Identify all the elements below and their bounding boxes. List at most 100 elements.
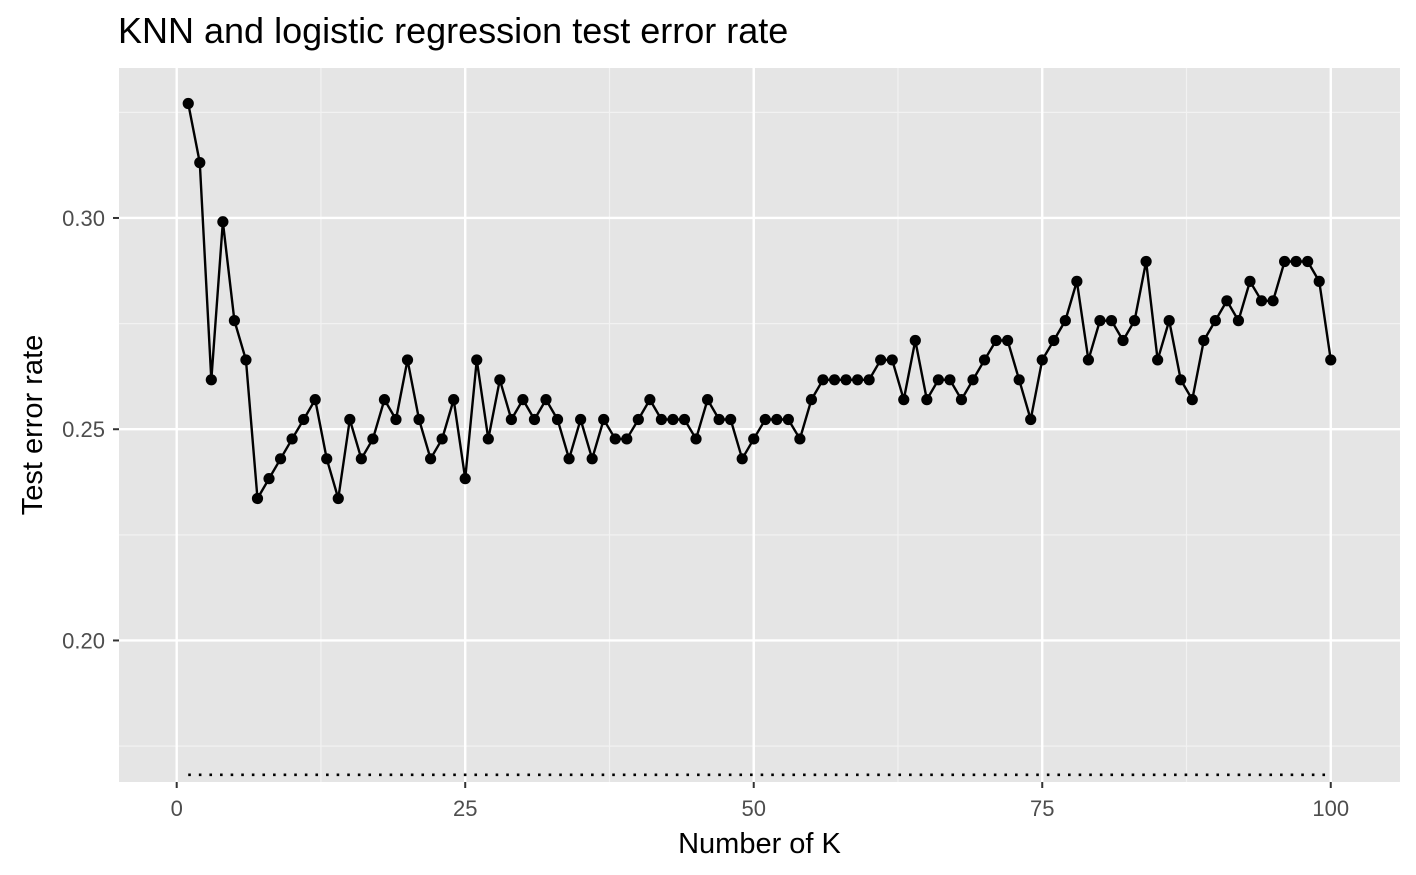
- data-point: [598, 413, 610, 426]
- plot-panel: [119, 68, 1400, 782]
- data-point: [678, 413, 691, 426]
- data-point: [251, 492, 264, 505]
- x-tick-label: 75: [1030, 796, 1054, 821]
- data-point: [1036, 354, 1048, 366]
- data-point: [944, 374, 956, 386]
- data-point: [274, 453, 287, 465]
- x-tick-label: 50: [741, 796, 765, 821]
- data-point: [332, 492, 344, 505]
- x-tick-label: 0: [171, 796, 183, 821]
- data-point: [471, 354, 483, 366]
- data-point: [1048, 334, 1060, 347]
- data-point: [1244, 275, 1256, 287]
- data-point: [1232, 315, 1245, 327]
- data-point: [736, 453, 748, 465]
- data-point: [1105, 315, 1118, 327]
- data-point: [505, 413, 517, 426]
- data-point: [205, 374, 217, 386]
- data-point: [355, 453, 367, 465]
- y-tick-label: 0.20: [62, 628, 105, 653]
- data-point: [921, 394, 933, 406]
- y-axis-label: Test error rate: [17, 335, 49, 516]
- data-point: [701, 394, 714, 406]
- data-point: [413, 413, 425, 426]
- data-point: [448, 394, 460, 406]
- x-tick-label: 100: [1312, 796, 1349, 821]
- data-point: [898, 394, 910, 406]
- data-point: [932, 374, 944, 386]
- data-point: [863, 374, 875, 386]
- data-point: [309, 394, 321, 406]
- x-axis-label: Number of K: [678, 828, 841, 860]
- data-point: [794, 433, 806, 445]
- data-point: [621, 433, 633, 445]
- data-point: [321, 453, 333, 465]
- data-point: [586, 453, 598, 465]
- chart-title: KNN and logistic regression test error r…: [118, 10, 789, 51]
- data-point: [1267, 295, 1279, 307]
- data-point: [517, 394, 529, 406]
- data-point: [1071, 275, 1083, 287]
- data-point: [828, 374, 841, 386]
- data-point: [1255, 295, 1268, 307]
- data-point: [840, 374, 852, 386]
- data-point: [748, 433, 760, 445]
- data-point: [575, 413, 587, 426]
- data-point: [955, 394, 968, 406]
- data-point: [1325, 354, 1337, 366]
- data-point: [459, 473, 471, 485]
- x-tick-label: 25: [453, 796, 477, 821]
- data-point: [424, 453, 437, 465]
- data-point: [286, 433, 298, 445]
- data-point: [378, 394, 391, 406]
- data-point: [263, 473, 275, 485]
- data-point: [1278, 255, 1291, 268]
- data-point: [494, 374, 506, 386]
- data-point: [805, 394, 818, 406]
- series-layer: [182, 97, 1337, 777]
- data-point: [1013, 374, 1025, 386]
- data-point: [1175, 374, 1187, 386]
- data-point: [217, 216, 229, 228]
- data-point: [690, 433, 702, 445]
- data-point: [782, 413, 794, 426]
- data-point: [1163, 315, 1175, 327]
- data-point: [540, 394, 552, 406]
- data-point: [655, 413, 668, 426]
- data-point: [967, 374, 979, 386]
- data-point: [482, 433, 494, 445]
- data-point: [1209, 315, 1221, 327]
- data-point: [1302, 255, 1314, 268]
- data-point: [436, 433, 448, 445]
- data-point: [886, 354, 898, 366]
- data-point: [1313, 275, 1325, 287]
- data-point: [771, 413, 783, 426]
- data-point: [1290, 255, 1302, 268]
- y-tick-label: 0.25: [62, 417, 105, 442]
- data-point: [759, 413, 771, 426]
- data-point: [990, 334, 1002, 347]
- data-point: [1094, 315, 1106, 327]
- data-point: [875, 354, 887, 366]
- y-tick-label: 0.30: [62, 206, 105, 231]
- data-point: [182, 97, 194, 110]
- data-point: [817, 374, 829, 386]
- data-point: [1117, 334, 1129, 347]
- data-point: [644, 394, 656, 406]
- data-point: [1140, 255, 1152, 268]
- data-point: [632, 413, 644, 426]
- data-point: [1002, 334, 1014, 347]
- data-point: [194, 157, 206, 169]
- data-point: [1221, 295, 1233, 307]
- data-point: [367, 433, 379, 445]
- error-rate-line: [187, 103, 1332, 500]
- data-point: [725, 413, 737, 426]
- data-point: [1059, 315, 1071, 327]
- data-point: [978, 354, 991, 366]
- data-point: [1128, 315, 1141, 327]
- data-point: [609, 433, 621, 445]
- data-point: [851, 374, 864, 386]
- data-point: [1198, 334, 1210, 347]
- data-point: [563, 453, 575, 465]
